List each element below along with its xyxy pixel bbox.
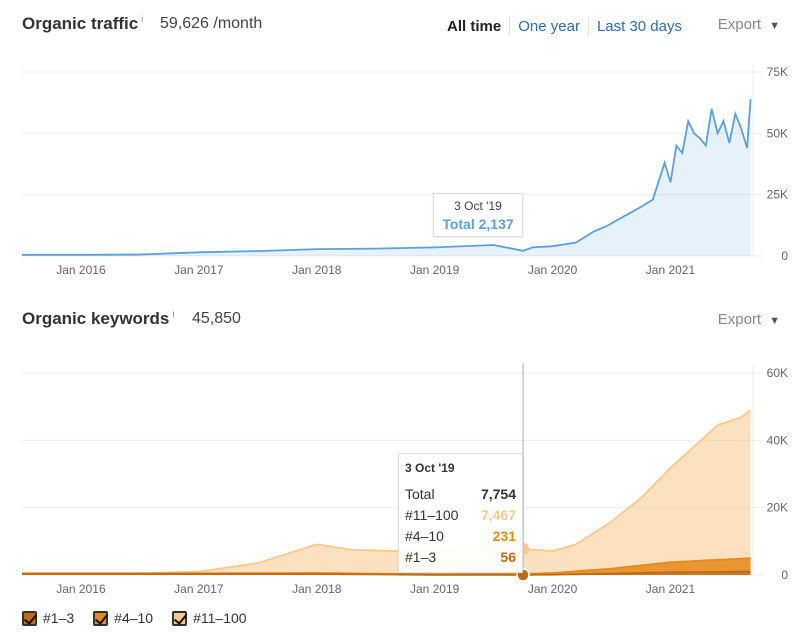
export-label: Export xyxy=(717,16,762,33)
x-tick-label: Jan 2021 xyxy=(646,582,696,596)
x-tick-label: Jan 2020 xyxy=(528,582,578,596)
legend-label: #4–10 xyxy=(114,610,154,626)
traffic-title-text: Organic traffic xyxy=(22,14,139,33)
x-tick-label: Jan 2019 xyxy=(410,263,460,277)
traffic-tooltip-total: Total 2,137 xyxy=(442,216,514,232)
keywords-title: Organic keywords i xyxy=(22,309,174,329)
x-tick-label: Jan 2016 xyxy=(56,582,106,596)
tooltip-row-11-100: #11–100 7,467 xyxy=(405,505,516,526)
checkbox-checked-icon[interactable] xyxy=(172,610,188,626)
x-tick-label: Jan 2018 xyxy=(292,582,342,596)
y-tick-label: 75K xyxy=(767,65,788,79)
traffic-header: Organic traffic i 59,626 /month All time … xyxy=(22,14,780,40)
organic-traffic-panel: Organic traffic i 59,626 /month All time … xyxy=(0,0,800,290)
traffic-chart: 75K 50K 25K 0 Jan 2016 Jan 2017 Jan 2018 Jan 20… xyxy=(22,64,788,277)
time-range-selector: All time One year Last 30 days xyxy=(439,16,690,36)
y-tick-label: 60K xyxy=(767,366,788,380)
tooltip-label: #4–10 xyxy=(405,528,444,544)
checkbox-checked-icon[interactable] xyxy=(22,610,37,626)
legend-item-4-10[interactable]: #4–10 xyxy=(93,610,153,626)
tooltip-label: #11–100 xyxy=(405,507,459,523)
traffic-title: Organic traffic i xyxy=(22,14,143,34)
traffic-tooltip-date: 3 Oct '19 xyxy=(454,199,502,213)
chevron-down-icon: ▼ xyxy=(769,20,780,32)
y-tick-label: 25K xyxy=(767,188,788,202)
tooltip-label: Total xyxy=(405,486,435,502)
keywords-title-text: Organic keywords xyxy=(22,309,170,328)
keywords-info-icon[interactable]: i xyxy=(172,309,175,319)
legend-label: #11–100 xyxy=(193,610,247,626)
range-last-30-days[interactable]: Last 30 days xyxy=(596,17,682,35)
y-tick-label: 0 xyxy=(781,568,788,582)
keywords-chart: 60K 40K 20K 0 Jan 2016 Jan 2017 Jan 2018 Jan 20… xyxy=(22,363,788,596)
export-label: Export xyxy=(717,311,762,328)
traffic-export-button[interactable]: Export ▼ xyxy=(718,16,780,33)
tooltip-label: #1–3 xyxy=(405,549,437,565)
x-tick-label: Jan 2017 xyxy=(174,582,224,596)
series-area xyxy=(22,410,751,575)
tooltip-row-total: Total 7,754 xyxy=(405,484,516,505)
organic-keywords-panel: Organic keywords i 45,850 Export ▼ 60K 40K 2… xyxy=(0,295,800,643)
legend-item-1-3[interactable]: #1–3 xyxy=(22,610,74,626)
range-one-year[interactable]: One year xyxy=(518,17,580,35)
series-line xyxy=(22,570,751,576)
x-tick-label: Jan 2019 xyxy=(410,582,460,596)
y-tick-label: 0 xyxy=(781,249,788,263)
series-line xyxy=(22,98,752,256)
x-tick-label: Jan 2020 xyxy=(528,263,578,277)
tooltip-row-1-3: #1–3 56 xyxy=(405,547,516,568)
traffic-info-icon[interactable]: i xyxy=(141,14,144,24)
keywords-tooltip: 3 Oct '19 Total 7,754 #11–100 7,467 #4–1… xyxy=(398,453,523,573)
traffic-tooltip: 3 Oct '19 Total 2,137 xyxy=(433,193,523,237)
keywords-tooltip-date: 3 Oct '19 xyxy=(405,461,455,475)
checkbox-checked-icon[interactable] xyxy=(93,610,109,626)
tooltip-value: 56 xyxy=(500,549,516,565)
y-tick-label: 20K xyxy=(767,501,788,515)
keywords-metric-value: 45,850 xyxy=(192,310,241,327)
tooltip-value: 7,467 xyxy=(480,507,516,523)
chevron-down-icon: ▼ xyxy=(769,315,780,327)
y-tick-label: 40K xyxy=(767,433,788,447)
range-divider xyxy=(509,16,511,36)
range-divider xyxy=(587,16,589,36)
keywords-header: Organic keywords i 45,850 Export ▼ xyxy=(22,309,780,335)
tooltip-value: 231 xyxy=(492,528,516,544)
x-tick-label: Jan 2016 xyxy=(56,263,106,277)
keywords-legend: #1–3 #4–10 #11–100 xyxy=(22,610,266,626)
range-all-time[interactable]: All time xyxy=(447,17,502,35)
tooltip-value: 7,754 xyxy=(480,486,516,502)
legend-label: #1–3 xyxy=(43,610,75,626)
tooltip-row-4-10: #4–10 231 xyxy=(405,526,516,547)
legend-item-11-100[interactable]: #11–100 xyxy=(172,610,247,626)
x-tick-label: Jan 2018 xyxy=(292,263,342,277)
series-area xyxy=(22,99,751,256)
keywords-export-button[interactable]: Export ▼ xyxy=(718,311,780,328)
x-tick-label: Jan 2017 xyxy=(174,263,224,277)
traffic-metric-value: 59,626 /month xyxy=(160,15,263,32)
x-tick-label: Jan 2021 xyxy=(646,263,696,277)
y-tick-label: 50K xyxy=(767,126,788,140)
